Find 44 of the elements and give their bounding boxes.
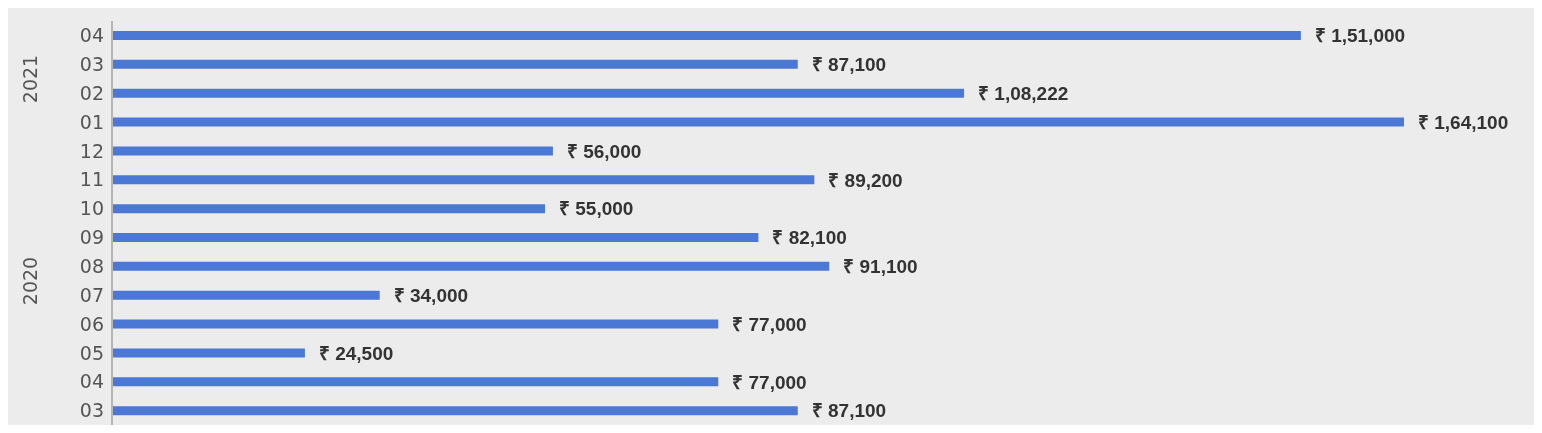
data-label: ₹ 87,100: [811, 54, 887, 76]
bar: [112, 261, 830, 271]
data-label: ₹ 24,500: [318, 342, 394, 364]
bar: [112, 88, 965, 98]
data-label: ₹ 1,64,100: [1418, 111, 1509, 133]
y-tick-label: 04: [79, 24, 104, 47]
bar: [112, 319, 719, 329]
data-label: ₹ 89,200: [828, 169, 903, 191]
y-tick-label: 11: [79, 168, 104, 191]
bar: [112, 377, 719, 387]
y-tick-label: 05: [79, 341, 104, 364]
text: 2020: [19, 256, 42, 305]
y-tick-label: 03: [79, 53, 104, 76]
bar: [112, 290, 380, 300]
text: 2021: [19, 54, 42, 103]
data-label: ₹ 1,51,000: [1314, 25, 1406, 47]
y-tick-label: 06: [79, 312, 104, 335]
bar: [112, 175, 815, 185]
y-tick-label: 03: [79, 399, 104, 422]
data-label: ₹ 91,100: [843, 256, 918, 278]
bar: [112, 204, 546, 214]
bar: [112, 31, 1301, 40]
y-tick-label: 02: [79, 81, 104, 104]
y-tick-label: 09: [79, 226, 104, 249]
data-label: ₹ 82,100: [772, 227, 847, 249]
y-tick-label: 10: [79, 197, 104, 220]
bar: [112, 233, 759, 242]
y-tick-label: 01: [79, 110, 104, 133]
data-label: ₹ 1,08,222: [978, 82, 1069, 104]
y-tick-label: 08: [79, 255, 104, 278]
bar: [112, 406, 798, 416]
y-tick-label: 12: [79, 139, 104, 162]
data-label: ₹ 56,000: [566, 140, 642, 162]
data-label: ₹ 87,100: [811, 400, 887, 422]
bar: [112, 146, 553, 156]
y-tick-label: 07: [79, 283, 104, 306]
data-label: ₹ 34,000: [393, 284, 469, 306]
bar: [112, 59, 798, 69]
bar: [112, 348, 305, 358]
data-label: ₹ 55,000: [559, 198, 634, 220]
y-tick-label: 04: [79, 370, 104, 393]
bar: [112, 117, 1404, 127]
data-label: ₹ 77,000: [732, 371, 807, 393]
data-label: ₹ 77,000: [732, 313, 807, 335]
